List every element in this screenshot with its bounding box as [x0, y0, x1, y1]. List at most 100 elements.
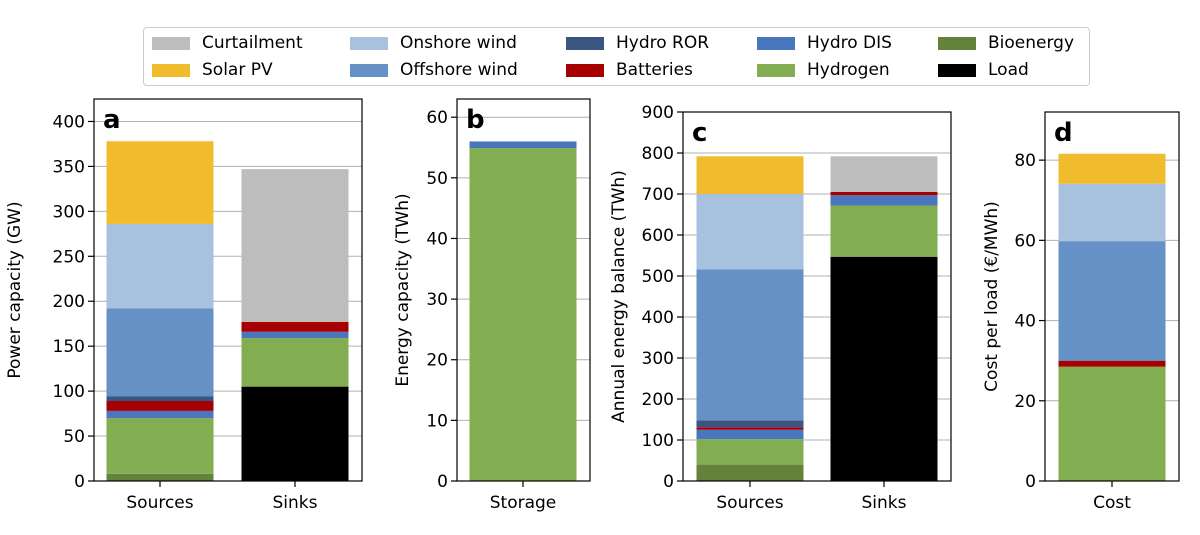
legend: Curtailment Solar PV Onshore wind Offsho… [143, 27, 1090, 86]
bar-segment-sources-hydro-dis [696, 429, 804, 440]
bar-segment-sinks-hydro-dis [241, 331, 349, 339]
y-tick-label: 250 [53, 247, 85, 267]
batteries-swatch [566, 63, 604, 77]
y-tick-label: 0 [437, 472, 448, 492]
y-tick-label: 0 [74, 472, 85, 492]
legend-label: Solar PV [202, 60, 273, 80]
legend-label: Curtailment [202, 33, 303, 53]
y-tick-label: 100 [53, 382, 85, 402]
y-tick-label: 700 [642, 185, 674, 205]
bioenergy-swatch [938, 36, 976, 50]
bar-segment-sinks-curtailment [830, 156, 938, 192]
bar-segment-sinks-hydrogen [241, 338, 349, 387]
legend-item-solar-pv: Solar PV [152, 59, 273, 81]
bar-segment-sinks-batteries [241, 321, 349, 332]
hydro-dis-swatch [757, 36, 795, 50]
legend-label: Hydrogen [807, 60, 890, 80]
x-tick-label-sources: Sources [126, 493, 193, 513]
legend-item-bioenergy: Bioenergy [938, 32, 1074, 54]
bar-segment-storage-hydrogen [469, 148, 577, 481]
panel-label-d: d [1054, 118, 1073, 148]
y-tick-label: 80 [1014, 151, 1036, 171]
y-axis-label: Cost per load (€/MWh) [982, 201, 1002, 392]
load-swatch [938, 63, 976, 77]
bar-segment-sinks-batteries [830, 191, 938, 196]
axes-frame [682, 111, 952, 482]
x-tick-label-cost: Cost [1093, 493, 1131, 513]
panel-label-b: b [466, 105, 485, 135]
offshore-wind-swatch [350, 63, 388, 77]
y-tick-label: 300 [642, 349, 674, 369]
y-axis-label: Energy capacity (TWh) [393, 193, 413, 386]
y-tick-label: 0 [1025, 472, 1036, 492]
bar-segment-sources-solar-pv [696, 156, 804, 194]
legend-label: Batteries [616, 60, 693, 80]
x-tick-label-sinks: Sinks [862, 493, 907, 513]
solar-pv-swatch [152, 63, 190, 77]
y-axis-label: Power capacity (GW) [5, 201, 25, 378]
y-tick-label: 200 [642, 390, 674, 410]
hydro-ror-swatch [566, 36, 604, 50]
legend-label: Bioenergy [988, 33, 1075, 53]
hydrogen-swatch [757, 63, 795, 77]
y-tick-label: 20 [426, 351, 448, 371]
x-tick-label-sinks: Sinks [273, 493, 318, 513]
y-tick-label: 400 [642, 308, 674, 328]
bar-segment-cost-hydrogen [1058, 366, 1166, 481]
y-tick-label: 300 [53, 202, 85, 222]
x-tick-label-storage: Storage [490, 493, 557, 513]
legend-label: Load [988, 60, 1029, 80]
legend-item-hydro-ror: Hydro ROR [566, 32, 709, 54]
legend-label: Hydro ROR [616, 33, 710, 53]
bar-segment-storage-hydro-dis [469, 141, 577, 149]
bar-segment-sinks-hydro-dis [830, 195, 938, 206]
y-tick-label: 600 [642, 226, 674, 246]
bar-segment-sources-batteries [106, 401, 214, 411]
onshore-wind-swatch [350, 36, 388, 50]
panel-label-c: c [692, 118, 707, 148]
bar-segment-sources-hydro-ror [106, 396, 214, 402]
y-axis-label: Annual energy balance (TWh) [609, 170, 629, 423]
legend-label: Onshore wind [400, 33, 517, 53]
legend-label: Offshore wind [400, 60, 518, 80]
y-tick-label: 500 [642, 267, 674, 287]
legend-label: Hydro DIS [807, 33, 892, 53]
y-tick-label: 150 [53, 337, 85, 357]
bar-segment-sources-hydrogen [106, 418, 214, 474]
y-tick-label: 100 [642, 431, 674, 451]
bar-segment-sources-solar-pv [106, 141, 214, 224]
bar-segment-sinks-hydrogen [830, 205, 938, 257]
legend-item-hydrogen: Hydrogen [757, 59, 890, 81]
bar-segment-sources-onshore-wind [696, 194, 804, 270]
y-tick-label: 350 [53, 157, 85, 177]
axes-frame [93, 98, 363, 482]
panel-label-a: a [103, 105, 121, 135]
bar-segment-sources-hydrogen [696, 439, 804, 465]
bar-segment-sinks-load [830, 256, 938, 481]
y-tick-label: 900 [642, 103, 674, 123]
bar-segment-sources-offshore-wind [106, 308, 214, 397]
y-tick-label: 40 [426, 229, 448, 249]
bar-segment-sources-bioenergy [106, 473, 214, 481]
legend-item-batteries: Batteries [566, 59, 693, 81]
legend-item-offshore-wind: Offshore wind [350, 59, 518, 81]
x-tick-label-sources: Sources [716, 493, 783, 513]
y-tick-label: 60 [426, 108, 448, 128]
bar-segment-cost-solar-pv [1058, 153, 1166, 184]
bar-segment-sources-offshore-wind [696, 269, 804, 421]
bar-segment-sinks-load [241, 386, 349, 481]
y-tick-label: 40 [1014, 312, 1036, 332]
bar-segment-sources-batteries [696, 427, 804, 430]
legend-item-hydro-dis: Hydro DIS [757, 32, 892, 54]
y-tick-label: 0 [663, 472, 674, 492]
curtailment-swatch [152, 36, 190, 50]
y-tick-label: 50 [63, 427, 85, 447]
y-tick-label: 800 [642, 144, 674, 164]
bar-segment-cost-batteries [1058, 360, 1166, 367]
y-tick-label: 50 [426, 169, 448, 189]
y-tick-label: 400 [53, 112, 85, 132]
bar-segment-sources-hydro-ror [696, 420, 804, 428]
bar-segment-sources-onshore-wind [106, 223, 214, 309]
